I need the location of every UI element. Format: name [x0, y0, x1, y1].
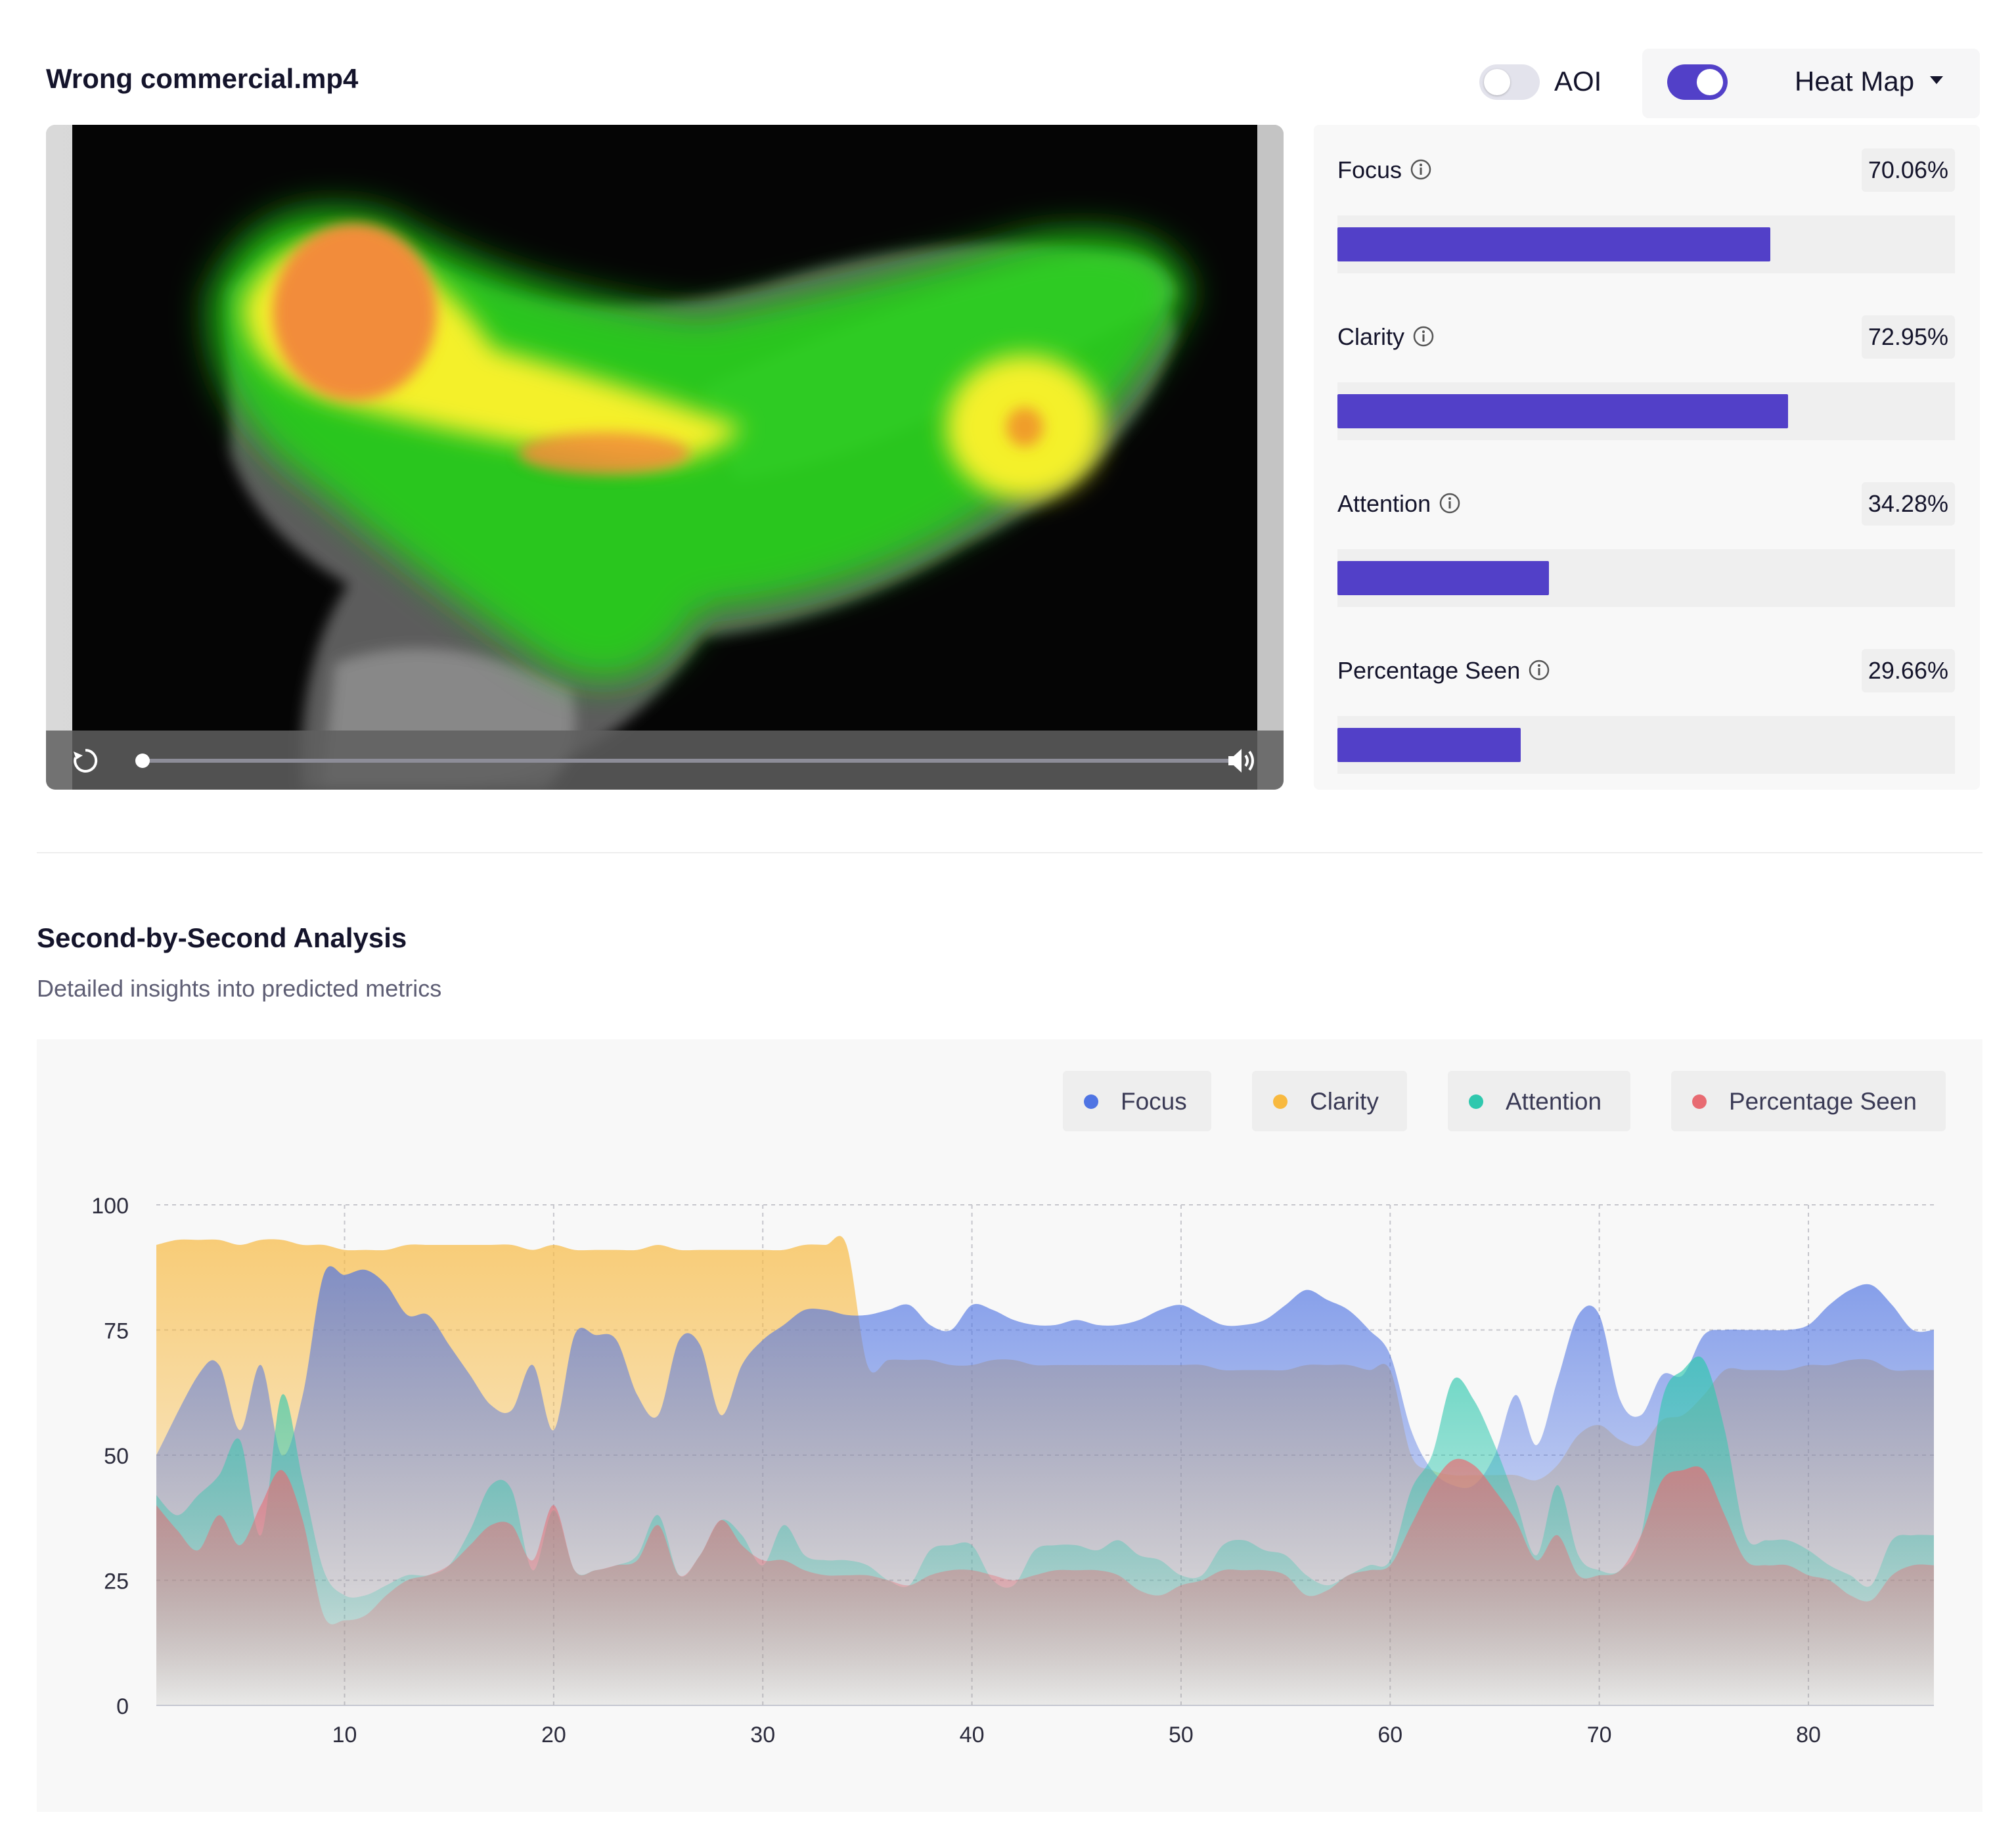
- legend-item-clarity[interactable]: Clarity: [1252, 1071, 1407, 1131]
- x-tick-label: 70: [1587, 1722, 1612, 1747]
- heatmap-toggle[interactable]: [1667, 64, 1728, 100]
- x-tick-label: 20: [541, 1722, 566, 1747]
- metric-bar-fill: [1337, 394, 1788, 428]
- info-icon[interactable]: [1412, 325, 1435, 348]
- legend-dot: [1469, 1094, 1483, 1109]
- info-icon[interactable]: [1528, 659, 1550, 681]
- metric-label: Attention: [1337, 490, 1461, 518]
- info-icon[interactable]: [1410, 158, 1432, 181]
- aoi-toggle-knob: [1484, 69, 1510, 95]
- metric-bar-track: [1337, 382, 1955, 440]
- metric-bar-fill: [1337, 728, 1521, 762]
- legend-label: Attention: [1506, 1088, 1602, 1115]
- second-by-second-chart: 0 25 50 75 100 10 20 30 40 50 60 70 80 Focus Clarity…: [37, 1039, 1982, 1812]
- legend-item-focus[interactable]: Focus: [1063, 1071, 1211, 1131]
- x-tick-label: 40: [960, 1722, 985, 1747]
- video-title: Wrong commercial.mp4: [46, 63, 359, 94]
- metric-label-text: Clarity: [1337, 323, 1405, 350]
- metric-label: Focus: [1337, 156, 1432, 184]
- x-tick-label: 50: [1169, 1722, 1194, 1747]
- metric-bar-track: [1337, 716, 1955, 774]
- metrics-panel: Focus 70.06% Clarity 72.95% Attention 34…: [1314, 125, 1980, 790]
- seek-handle[interactable]: [135, 754, 150, 768]
- area-chart: 0 25 50 75 100 10 20 30 40 50 60 70 80: [91, 1194, 1934, 1747]
- y-tick-label: 50: [104, 1444, 129, 1469]
- area-percentage-seen: [156, 1458, 1934, 1705]
- metric-bar-fill: [1337, 561, 1550, 595]
- y-tick-label: 100: [91, 1194, 129, 1219]
- analysis-subtitle: Detailed insights into predicted metrics: [37, 975, 442, 1002]
- x-tick-label: 60: [1378, 1722, 1402, 1747]
- aoi-label: AOI: [1554, 66, 1602, 97]
- y-tick-label: 75: [104, 1319, 129, 1344]
- legend-item-percentage-seen[interactable]: Percentage Seen: [1671, 1071, 1946, 1131]
- analysis-title: Second-by-Second Analysis: [37, 922, 407, 953]
- metric-value: 70.06%: [1861, 148, 1955, 192]
- legend-dot: [1692, 1094, 1707, 1109]
- metric-label: Percentage Seen: [1337, 657, 1550, 685]
- video-controls: [46, 731, 1284, 790]
- metric-bar-track: [1337, 215, 1955, 273]
- metric-label-text: Percentage Seen: [1337, 657, 1521, 684]
- y-tick-label: 25: [104, 1569, 129, 1594]
- replay-icon[interactable]: [70, 745, 101, 777]
- x-tick-label: 30: [750, 1722, 775, 1747]
- legend-label: Focus: [1121, 1088, 1187, 1115]
- aoi-toggle[interactable]: [1479, 64, 1540, 100]
- caret-down-icon[interactable]: [1930, 76, 1943, 84]
- x-tick-label: 80: [1796, 1722, 1821, 1747]
- volume-icon[interactable]: [1226, 746, 1257, 775]
- legend-item-attention[interactable]: Attention: [1448, 1071, 1630, 1131]
- section-divider: [37, 852, 1982, 853]
- legend-label: Clarity: [1310, 1088, 1379, 1115]
- y-tick-label: 0: [116, 1694, 129, 1719]
- metric-value: 29.66%: [1861, 649, 1955, 692]
- metric-bar-track: [1337, 549, 1955, 607]
- heatmap-toggle-knob: [1697, 69, 1723, 95]
- metric-label: Clarity: [1337, 323, 1435, 351]
- metric-value: 72.95%: [1861, 315, 1955, 359]
- video-player[interactable]: [46, 125, 1284, 790]
- metric-label-text: Focus: [1337, 156, 1402, 183]
- metric-value: 34.28%: [1861, 482, 1955, 526]
- x-tick-label: 10: [332, 1722, 357, 1747]
- info-icon[interactable]: [1439, 492, 1461, 514]
- legend-label: Percentage Seen: [1729, 1088, 1917, 1115]
- heatmap-video-frame: [46, 125, 1284, 790]
- legend-dot: [1273, 1094, 1288, 1109]
- heatmap-dropdown[interactable]: Heat Map: [1795, 66, 1915, 97]
- metric-bar-fill: [1337, 227, 1770, 261]
- seek-bar[interactable]: [143, 759, 1231, 763]
- legend-dot: [1084, 1094, 1098, 1109]
- metric-label-text: Attention: [1337, 490, 1431, 517]
